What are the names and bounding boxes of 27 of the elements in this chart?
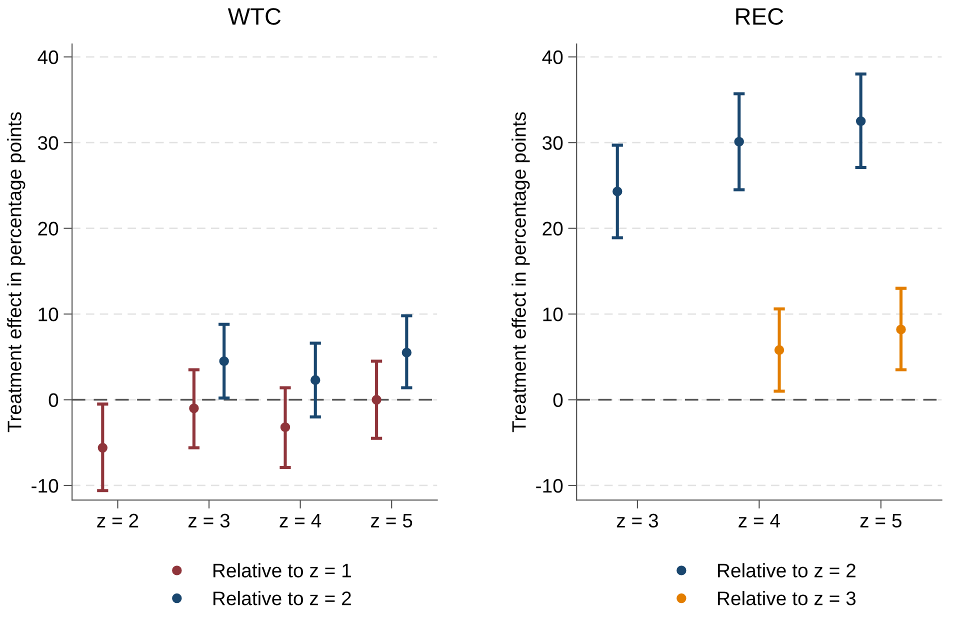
chart-title: WTC	[228, 8, 281, 25]
y-tick-label: 30	[38, 136, 58, 150]
chart-title: REC	[736, 8, 784, 25]
y-tick-label: 20	[542, 222, 563, 236]
y-axis-title: Treatment effect in percentage points	[7, 112, 26, 432]
y-tick-label: 10	[543, 308, 563, 322]
legend-label: Relative to z = 3	[718, 591, 856, 606]
x-tick-label: z = 5	[371, 514, 412, 528]
y-tick-label: -10	[536, 478, 563, 493]
y-tick-label: 20	[38, 222, 58, 236]
x-tick-label: z = 4	[280, 514, 322, 528]
y-tick-label: 0	[48, 393, 58, 407]
y-tick-label: 40	[542, 50, 563, 64]
legend-label: Relative to z = 1	[214, 563, 351, 578]
y-axis-title: Treatment effect in percentage points	[512, 112, 530, 432]
y-tick-label: -10	[32, 478, 58, 493]
legend-label: Relative to z = 2	[214, 591, 351, 606]
x-tick-label: z = 4	[738, 514, 780, 528]
y-tick-label: 0	[553, 393, 563, 407]
x-tick-label: z = 3	[188, 514, 230, 528]
x-tick-label: z = 3	[616, 514, 658, 528]
x-tick-label: z = 2	[97, 514, 138, 528]
y-tick-label: 30	[542, 136, 563, 150]
y-tick-label: 40	[38, 50, 58, 64]
legend-label: Relative to z = 2	[718, 563, 856, 578]
x-tick-label: z = 5	[860, 514, 902, 528]
y-tick-label: 10	[38, 308, 58, 322]
